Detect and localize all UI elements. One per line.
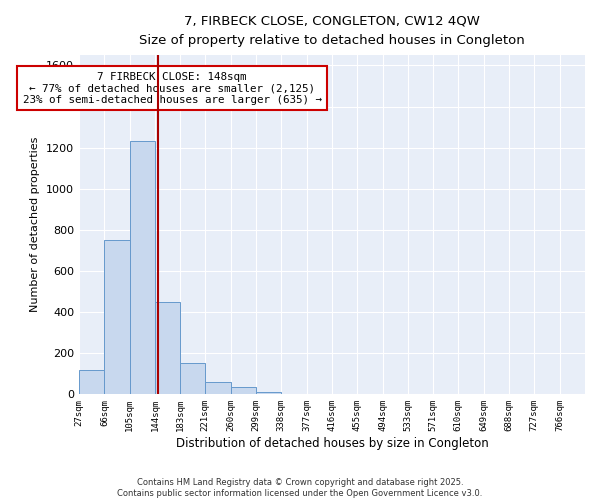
Bar: [104, 240, 130, 394]
Bar: [155, 302, 181, 394]
Text: 7 FIRBECK CLOSE: 148sqm
← 77% of detached houses are smaller (2,125)
23% of semi: 7 FIRBECK CLOSE: 148sqm ← 77% of detache…: [23, 72, 322, 105]
Bar: [79, 370, 104, 394]
Text: Contains HM Land Registry data © Crown copyright and database right 2025.
Contai: Contains HM Land Registry data © Crown c…: [118, 478, 482, 498]
Y-axis label: Number of detached properties: Number of detached properties: [31, 137, 40, 312]
Title: 7, FIRBECK CLOSE, CONGLETON, CW12 4QW
Size of property relative to detached hous: 7, FIRBECK CLOSE, CONGLETON, CW12 4QW Si…: [139, 15, 525, 47]
Bar: [181, 364, 205, 394]
Bar: [205, 382, 230, 394]
Bar: [130, 142, 155, 394]
Bar: [256, 392, 281, 394]
Bar: [230, 387, 256, 394]
X-axis label: Distribution of detached houses by size in Congleton: Distribution of detached houses by size …: [176, 437, 488, 450]
